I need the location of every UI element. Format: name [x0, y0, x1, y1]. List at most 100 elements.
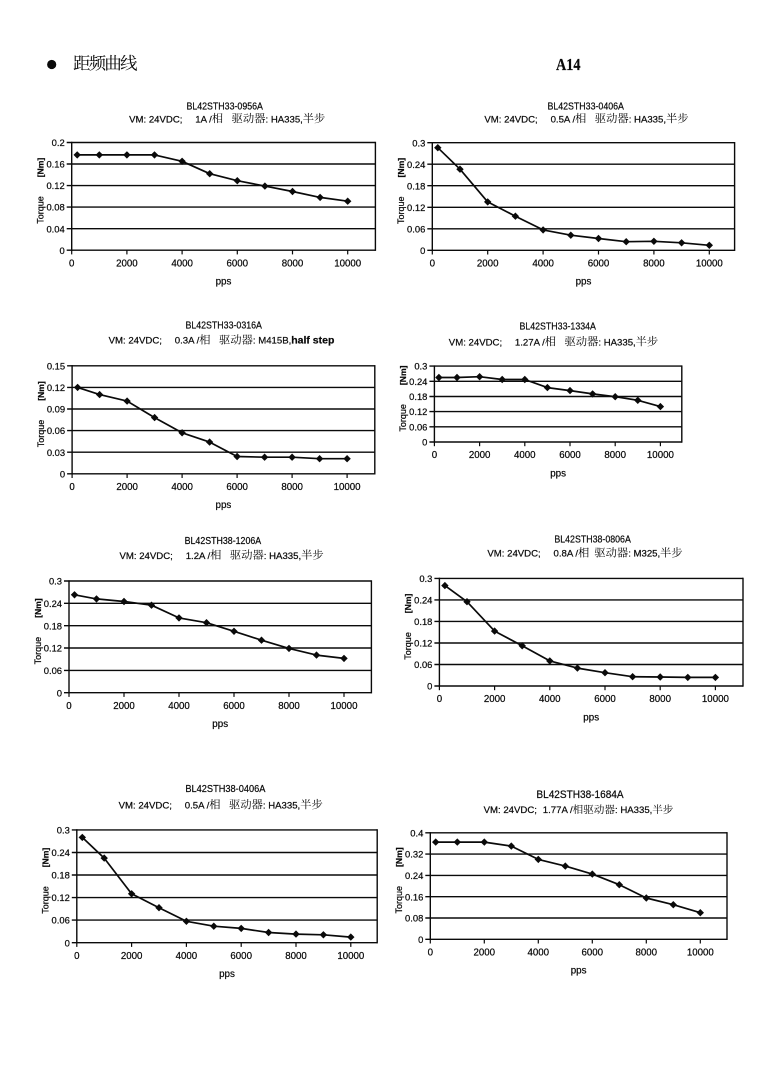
svg-text:Torque: Torque: [394, 886, 404, 914]
svg-text:pps: pps: [219, 969, 235, 980]
svg-text:4000: 4000: [539, 694, 561, 705]
svg-text:0.06: 0.06: [44, 665, 62, 676]
svg-text:8000: 8000: [643, 259, 665, 270]
svg-text:0.18: 0.18: [409, 391, 427, 402]
svg-text:2000: 2000: [469, 450, 491, 461]
svg-text:0.8A /: 0.8A /: [554, 549, 579, 560]
svg-text:0: 0: [430, 259, 436, 270]
svg-text:pps: pps: [576, 277, 592, 288]
svg-text:0: 0: [422, 437, 427, 448]
svg-text:VM: 24VDC;: VM: 24VDC;: [109, 336, 162, 347]
svg-text:10000: 10000: [334, 482, 362, 493]
svg-text:4000: 4000: [171, 482, 193, 493]
svg-text:0.03: 0.03: [47, 447, 65, 458]
svg-text:VM: 24VDC;: VM: 24VDC;: [449, 337, 502, 348]
svg-text:: HA335,: : HA335,: [598, 337, 635, 348]
svg-text:8000: 8000: [281, 482, 303, 493]
svg-text:8000: 8000: [278, 701, 300, 712]
svg-text:4000: 4000: [176, 951, 198, 962]
svg-text:0: 0: [69, 482, 75, 493]
svg-text:0.24: 0.24: [44, 598, 62, 609]
svg-text:pps: pps: [583, 712, 599, 723]
svg-text:0.24: 0.24: [52, 847, 70, 858]
svg-text:[Nm]: [Nm]: [36, 158, 46, 178]
svg-text:10000: 10000: [334, 258, 362, 269]
svg-text:0.32: 0.32: [405, 849, 423, 860]
svg-text:10000: 10000: [696, 259, 724, 270]
svg-text:1.77A /: 1.77A /: [543, 805, 573, 816]
svg-text:pps: pps: [550, 468, 566, 479]
svg-text:10000: 10000: [331, 701, 359, 712]
svg-text:8000: 8000: [282, 258, 304, 269]
svg-text:VM: 24VDC;: VM: 24VDC;: [487, 549, 540, 560]
svg-text:6000: 6000: [582, 948, 604, 959]
svg-text:0.12: 0.12: [47, 382, 65, 393]
svg-text:BL42STH33-0956A: BL42STH33-0956A: [186, 100, 263, 112]
svg-text:: HA335,: : HA335,: [264, 551, 301, 562]
svg-text:0: 0: [66, 701, 72, 712]
svg-text:Torque: Torque: [36, 420, 46, 448]
svg-text:8000: 8000: [649, 694, 671, 705]
svg-text:pps: pps: [216, 277, 232, 288]
svg-text:0.3A /: 0.3A /: [175, 336, 200, 347]
svg-text:0.08: 0.08: [405, 913, 423, 924]
svg-text:4000: 4000: [528, 948, 550, 959]
svg-text:: M415B,: : M415B,: [253, 336, 291, 347]
svg-text:Torque: Torque: [396, 196, 406, 224]
svg-text:10000: 10000: [687, 948, 715, 959]
svg-text:BL42STH33-1334A: BL42STH33-1334A: [519, 320, 596, 332]
svg-text:BL42STH33-0316A: BL42STH33-0316A: [185, 319, 262, 331]
svg-text:pps: pps: [216, 500, 232, 511]
svg-text:8000: 8000: [285, 951, 307, 962]
svg-text:0.12: 0.12: [407, 202, 425, 213]
svg-text:: HA335,: : HA335,: [266, 114, 303, 125]
svg-text:0.18: 0.18: [52, 870, 70, 881]
svg-text:0: 0: [74, 951, 80, 962]
svg-text:6000: 6000: [227, 258, 249, 269]
svg-text:6000: 6000: [226, 482, 248, 493]
svg-text:0: 0: [427, 681, 432, 692]
svg-text:2000: 2000: [484, 694, 506, 705]
svg-text:0: 0: [65, 937, 70, 948]
svg-text:: M325,: : M325,: [628, 549, 660, 560]
svg-text:0.09: 0.09: [47, 404, 65, 415]
svg-text:2000: 2000: [116, 482, 138, 493]
svg-text:0.12: 0.12: [46, 180, 64, 191]
svg-text:VM: 24VDC;: VM: 24VDC;: [119, 800, 172, 811]
svg-text:BL42STH38-1206A: BL42STH38-1206A: [185, 535, 262, 547]
svg-text:0: 0: [57, 687, 62, 698]
svg-text:0.24: 0.24: [407, 159, 425, 170]
svg-text:0.06: 0.06: [52, 915, 70, 926]
svg-text:0.16: 0.16: [46, 159, 64, 170]
svg-text:1A /: 1A /: [195, 114, 212, 125]
svg-text:2000: 2000: [116, 258, 138, 269]
svg-text:0.15: 0.15: [47, 360, 65, 371]
svg-text:4000: 4000: [171, 258, 193, 269]
svg-text:0.24: 0.24: [409, 376, 427, 387]
svg-text:VM: 24VDC;: VM: 24VDC;: [484, 805, 537, 816]
svg-text:0: 0: [432, 450, 438, 461]
svg-text:: HA335,: : HA335,: [629, 114, 666, 125]
svg-text:6000: 6000: [223, 701, 245, 712]
svg-text:0.3: 0.3: [419, 573, 432, 584]
svg-text:0.24: 0.24: [414, 595, 432, 606]
svg-text:1.27A /: 1.27A /: [515, 337, 545, 348]
svg-text:0.18: 0.18: [44, 620, 62, 631]
svg-text:0.4: 0.4: [410, 827, 423, 838]
svg-text:6000: 6000: [588, 259, 610, 270]
svg-text:0.06: 0.06: [409, 421, 427, 432]
svg-text:[Nm]: [Nm]: [403, 593, 413, 613]
svg-text:10000: 10000: [337, 951, 365, 962]
svg-text:0.06: 0.06: [407, 223, 425, 234]
svg-text:Torque: Torque: [403, 632, 413, 660]
svg-text:[Nm]: [Nm]: [33, 598, 43, 618]
svg-text:0.3: 0.3: [57, 825, 70, 836]
svg-text:0.04: 0.04: [46, 223, 64, 234]
svg-text:VM: 24VDC;: VM: 24VDC;: [129, 114, 182, 125]
svg-text:VM: 24VDC;: VM: 24VDC;: [484, 114, 537, 125]
svg-text:8000: 8000: [604, 450, 626, 461]
svg-text:0.5A /: 0.5A /: [551, 114, 576, 125]
svg-text:BL42STH38-0406A: BL42STH38-0406A: [185, 783, 265, 795]
svg-text:0: 0: [59, 245, 64, 256]
svg-text:0.24: 0.24: [405, 870, 423, 881]
